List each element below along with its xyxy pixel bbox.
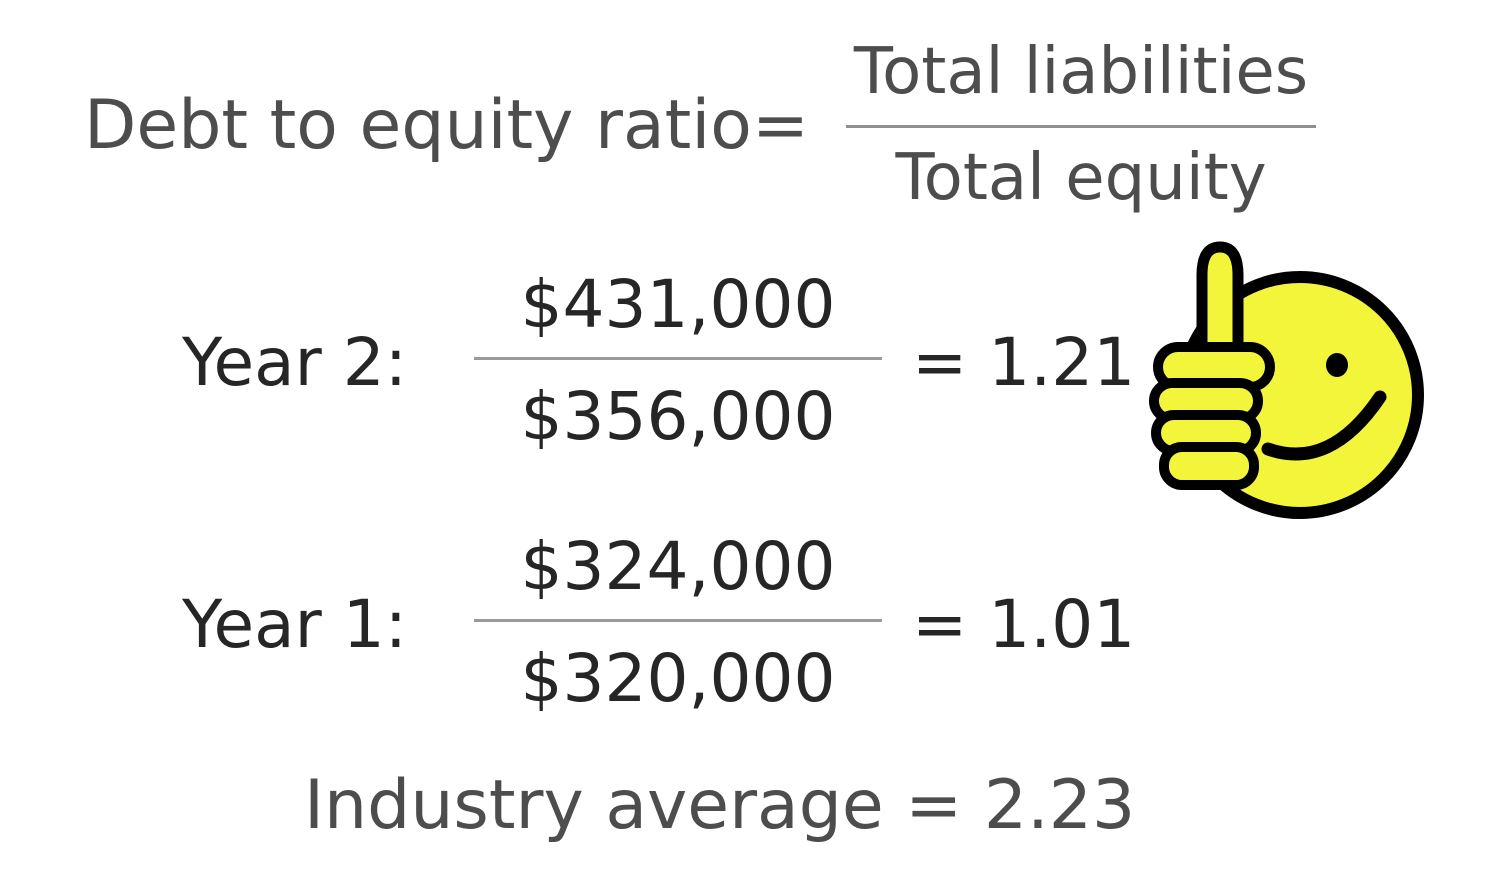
year1-result: = 1.01 — [912, 586, 1136, 663]
year2-fraction-bar — [474, 357, 882, 360]
industry-average: Industry average = 2.23 — [304, 766, 1136, 845]
formula-fraction-bar — [846, 125, 1316, 128]
year1-fraction-bar — [474, 619, 882, 622]
thumbs-up-smiley-icon — [1149, 241, 1424, 519]
year1-label: Year 1: — [182, 586, 407, 663]
formula-numerator: Total liabilities — [853, 35, 1309, 109]
smiley-mouth — [1261, 390, 1387, 461]
year1-numerator: $324,000 — [520, 528, 836, 605]
smiley-eye — [1326, 353, 1348, 377]
thumb — [1196, 241, 1244, 359]
year1-denominator: $320,000 — [520, 640, 836, 717]
year2-label: Year 2: — [182, 324, 407, 401]
fist — [1149, 342, 1275, 490]
year2-numerator: $431,000 — [520, 266, 836, 343]
formula-denominator: Total equity — [895, 141, 1267, 215]
formula-equals: = — [752, 86, 809, 165]
year2-result: = 1.21 — [912, 324, 1136, 401]
formula-label: Debt to equity ratio — [84, 86, 752, 165]
year2-denominator: $356,000 — [520, 378, 836, 455]
